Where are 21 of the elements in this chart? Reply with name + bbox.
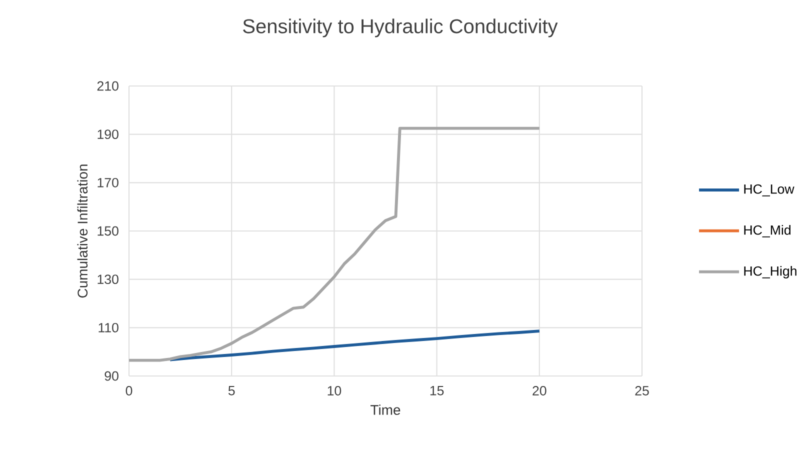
y-tick-label: 170 [98,178,118,188]
y-tick-label: 90 [104,371,118,381]
x-tick-label: 25 [635,386,649,396]
x-tick-label: 10 [328,386,342,396]
chart-title: Sensitivity to Hydraulic Conductivity [243,18,558,38]
y-tick-label: 130 [98,274,118,284]
legend-label: HC_High [744,266,796,278]
y-tick-label: 150 [98,226,118,236]
x-axis-title: Time [370,404,400,415]
y-tick-label: 190 [98,130,118,140]
legend-label: HC_Mid [744,224,790,238]
y-tick-label: 110 [98,322,118,332]
y-axis-title: Cumulative Infiltration [77,164,88,298]
line-series [129,126,541,362]
line-series [168,330,541,362]
x-tick-label: 20 [532,386,546,396]
x-tick-label: 5 [228,386,235,396]
x-tick-label: 0 [126,386,132,396]
y-tick-label: 210 [97,81,118,91]
legend-label: HC_Low [744,184,794,196]
x-tick-label: 15 [430,386,444,396]
